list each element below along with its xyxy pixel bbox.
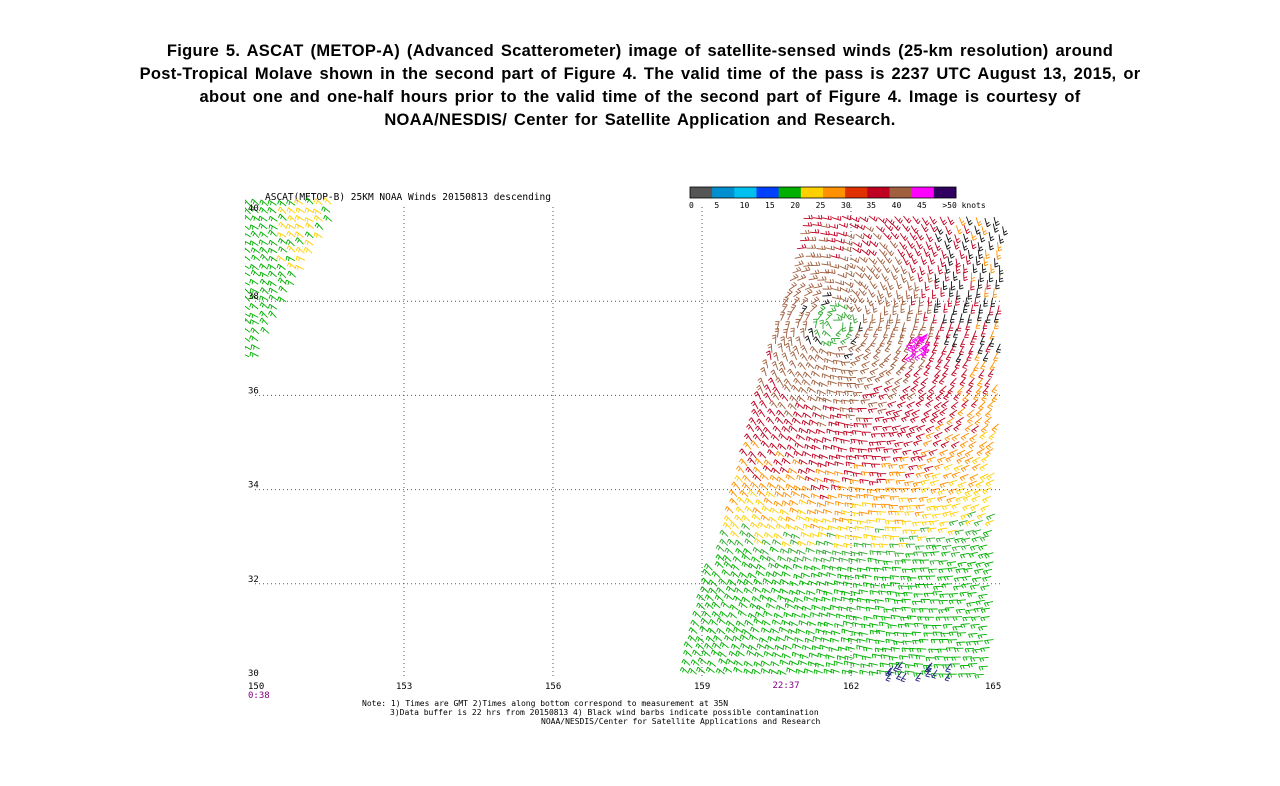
caption-line-1: Figure 5. ASCAT (METOP-A) (Advanced Scat… [166,42,1114,60]
color-bar-swatch [712,187,735,198]
time-label: 0:38 [248,691,270,701]
caption-line-3: about one and one-half hours prior to th… [199,88,1081,106]
caption-line-4: NOAA/NESDIS/ Center for Satellite Applic… [384,111,896,129]
wind-map-svg: ASCAT(METOP-B) 25KM NOAA Winds 20150813 … [245,186,1008,726]
color-bar-label: 0 [689,201,694,210]
color-bar-swatch [845,187,868,198]
color-bar-frame [689,186,957,199]
wind-barb-group [756,223,935,427]
wind-barb-group [905,333,931,363]
color-bar-swatch [911,187,935,198]
color-bar-swatch [800,187,824,198]
figure-caption: Figure 5. ASCAT (METOP-A) (Advanced Scat… [60,40,1220,132]
color-bar-label: 40 [892,201,902,210]
lat-label: 36 [248,386,259,396]
color-bar-label: 20 [790,201,800,210]
wind-barb-group [739,214,1002,500]
time-label: 22:37 [773,681,800,691]
lat-label: 34 [248,481,259,491]
map-title: ASCAT(METOP-B) 25KM NOAA Winds 20150813 … [265,192,551,203]
color-bar-swatch [867,187,890,198]
lat-label: 32 [248,575,259,585]
wind-speed-color-bar: 0 5 10 15 20 25 30 35 40 45 >50 knots [689,186,986,210]
lon-label: 156 [545,682,561,692]
color-bar-swatch [756,187,780,198]
caption-line-2: Post-Tropical Molave shown in the second… [139,65,1141,83]
color-bar-label: 30 [841,201,851,210]
color-bar-swatch [889,187,913,198]
wind-barb-group [276,197,997,548]
lat-label: 30 [248,669,259,679]
color-bar-label: >50 knots [942,201,986,210]
wind-barb-group [885,661,952,683]
color-bar-label: 35 [866,201,876,210]
note-line-3: NOAA/NESDIS/Center for Satellite Applica… [541,717,821,726]
wind-barb-group [801,216,1008,363]
wind-barb-group [715,302,995,571]
lon-label: 162 [843,682,859,692]
color-bar-label: 25 [816,201,826,210]
color-bar-label: 15 [765,201,775,210]
wind-barbs [245,197,1008,683]
lon-label: 153 [396,682,412,692]
lat-label: 40 [248,204,259,214]
color-bar-swatch [933,187,957,198]
color-bar-swatch [734,187,757,198]
lon-label: 159 [694,682,710,692]
lat-lon-grid [255,207,1000,678]
color-bar-swatch [778,187,802,198]
color-bar-label: 45 [917,201,927,210]
note-line-2: 3)Data buffer is 22 hrs from 20150813 4)… [390,708,819,717]
color-bar-label: 10 [740,201,750,210]
ascat-wind-map: ASCAT(METOP-B) 25KM NOAA Winds 20150813 … [245,185,1010,730]
map-notes: Note: 1) Times are GMT 2)Times along bot… [362,699,821,726]
color-bar-label: 5 [714,201,719,210]
wind-barb-group [724,216,1003,529]
lon-label: 150 [248,682,264,692]
lat-label: 38 [248,292,259,302]
color-bar-swatch [690,187,713,198]
color-bar-swatch [823,187,846,198]
lon-label: 165 [985,682,1001,692]
note-line-1: Note: 1) Times are GMT 2)Times along bot… [362,699,728,708]
